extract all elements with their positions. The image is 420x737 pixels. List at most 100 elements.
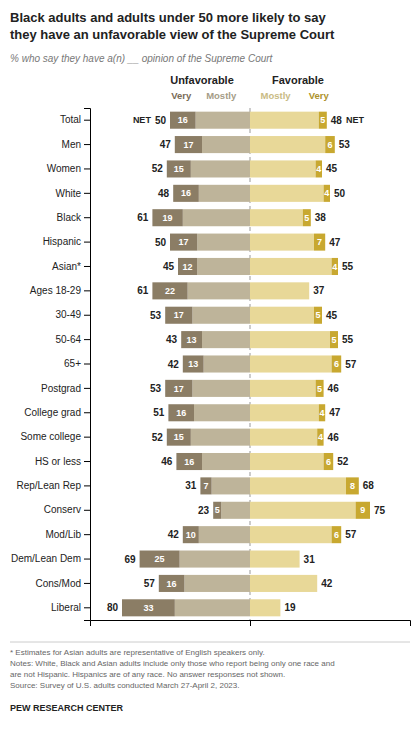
net-fav: 52 bbox=[337, 456, 349, 467]
bar-segment bbox=[192, 307, 250, 324]
y-tick-label: Cons/Mod bbox=[35, 578, 81, 589]
title: Black adults and adults under 50 more li… bbox=[10, 10, 335, 42]
bar-segment bbox=[250, 404, 319, 421]
bar-segment bbox=[250, 282, 309, 299]
bar-segment bbox=[176, 453, 202, 470]
y-tick: Mod/Lib bbox=[45, 529, 90, 540]
net-unfav: 45 bbox=[163, 261, 175, 272]
y-tick-mark bbox=[84, 510, 90, 511]
bar-segment bbox=[200, 477, 211, 494]
y-tick: Liberal bbox=[51, 602, 90, 613]
y-tick: College grad bbox=[24, 407, 90, 418]
bar-segment bbox=[191, 429, 250, 446]
bar-segment bbox=[317, 575, 318, 592]
bar-segment bbox=[319, 404, 325, 421]
y-tick-label: 50-64 bbox=[55, 334, 81, 345]
y-tick-label: Postgrad bbox=[41, 383, 81, 394]
data-label: 5 bbox=[317, 384, 322, 394]
bar-segment bbox=[173, 185, 199, 202]
net-fav: 47 bbox=[329, 407, 341, 418]
data-label: 4 bbox=[318, 432, 323, 442]
y-tick-label: White bbox=[55, 188, 81, 199]
data-label: 16 bbox=[178, 115, 188, 125]
y-tick-label: Black bbox=[57, 212, 82, 223]
data-label: 16 bbox=[181, 188, 191, 198]
net-unfav: 52 bbox=[152, 432, 164, 443]
bar-segment bbox=[250, 453, 324, 470]
y-tick-mark bbox=[84, 242, 90, 243]
y-tick-mark bbox=[84, 583, 90, 584]
y-tick-mark bbox=[84, 559, 90, 560]
bar-segment bbox=[192, 380, 250, 397]
subtitle: % who say they have a(n) __ opinion of t… bbox=[10, 53, 274, 64]
net-unfav: 57 bbox=[144, 578, 156, 589]
y-tick-label: Hispanic bbox=[43, 236, 81, 247]
y-tick: Conserv bbox=[44, 504, 90, 515]
bar-segment bbox=[319, 112, 327, 129]
bar-segment bbox=[250, 355, 332, 372]
y-tick-label: Dem/Lean Dem bbox=[11, 553, 81, 564]
y-tick-label: HS or less bbox=[35, 456, 81, 467]
y-axis-line bbox=[84, 109, 91, 621]
net-fav: 55 bbox=[342, 334, 354, 345]
note: * Estimates for Asian adults are represe… bbox=[10, 648, 265, 657]
y-tick: Total bbox=[60, 114, 90, 125]
title-line: they have an unfavorable view of the Sup… bbox=[10, 27, 335, 42]
bar-segment bbox=[175, 599, 250, 616]
y-tick-label: Ages 18-29 bbox=[30, 285, 82, 296]
bar-segment bbox=[356, 502, 370, 519]
bar-segment bbox=[317, 429, 323, 446]
net-fav: 57 bbox=[345, 359, 357, 370]
data-label: 6 bbox=[334, 530, 339, 540]
bar-segment bbox=[197, 234, 250, 251]
bar-segment bbox=[250, 477, 346, 494]
y-tick-mark bbox=[84, 437, 90, 438]
net-fav: 46 bbox=[328, 383, 340, 394]
bar-segment bbox=[202, 331, 250, 348]
bar-segment bbox=[250, 380, 316, 397]
bar-segment bbox=[332, 526, 342, 543]
data-label: 13 bbox=[188, 359, 198, 369]
bar-segment bbox=[213, 502, 221, 519]
bar-segment bbox=[170, 112, 196, 129]
data-label: 16 bbox=[176, 408, 186, 418]
bar-segment bbox=[314, 307, 322, 324]
net-unfav: 31 bbox=[185, 480, 197, 491]
y-tick-label: College grad bbox=[24, 407, 81, 418]
bar-segment bbox=[309, 282, 310, 299]
bar-segment bbox=[221, 502, 250, 519]
net-labels: 5048NETNET475352454850613850474555613753… bbox=[107, 115, 386, 614]
bar-segment bbox=[140, 551, 180, 568]
bar-segment bbox=[330, 331, 338, 348]
bar-segment bbox=[197, 258, 250, 275]
data-label: 15 bbox=[174, 432, 184, 442]
y-tick: 65+ bbox=[64, 358, 90, 369]
net-unfav: 42 bbox=[168, 359, 180, 370]
bar-segment bbox=[188, 282, 250, 299]
data-label: 5 bbox=[315, 310, 320, 320]
y-tick-mark bbox=[84, 290, 90, 291]
y-tick-mark bbox=[84, 485, 90, 486]
net-fav: 55 bbox=[342, 261, 354, 272]
data-labels: 1617151619171222171313171615167510251633… bbox=[143, 115, 365, 613]
group-header: Unfavorable bbox=[170, 74, 234, 86]
net-unfav: 48 bbox=[158, 188, 170, 199]
bar-segment bbox=[332, 355, 342, 372]
y-tick: White bbox=[55, 188, 90, 199]
y-tick: Cons/Mod bbox=[35, 578, 90, 589]
data-label: 4 bbox=[319, 408, 324, 418]
bars bbox=[122, 112, 370, 617]
bar-segment bbox=[332, 258, 338, 275]
data-label: 15 bbox=[174, 164, 184, 174]
y-tick-mark bbox=[84, 120, 90, 121]
bar-segment bbox=[175, 136, 202, 153]
net-fav: 53 bbox=[339, 139, 351, 150]
bar-segment bbox=[191, 160, 250, 177]
bar-segment bbox=[183, 526, 199, 543]
net-unfav: 53 bbox=[150, 310, 162, 321]
y-tick-label: Liberal bbox=[51, 602, 81, 613]
bar-segment bbox=[324, 453, 334, 470]
bar-segment bbox=[250, 502, 356, 519]
bar-segment bbox=[152, 209, 182, 226]
group-header: Favorable bbox=[272, 74, 324, 86]
